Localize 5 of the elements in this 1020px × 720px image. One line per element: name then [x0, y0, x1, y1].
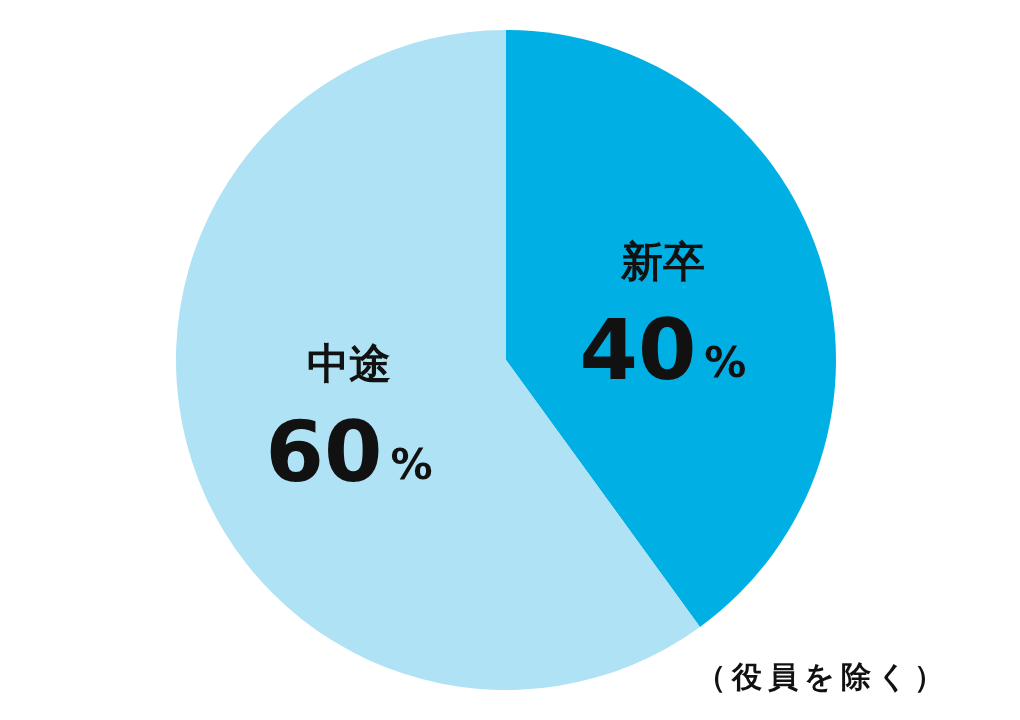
- data-label: 60%: [265, 402, 433, 501]
- text: （役員を除く）: [696, 658, 950, 696]
- slice-label: 新卒: [619, 236, 705, 286]
- data-label: 40%: [579, 301, 747, 400]
- slice-label: 中途: [307, 338, 392, 388]
